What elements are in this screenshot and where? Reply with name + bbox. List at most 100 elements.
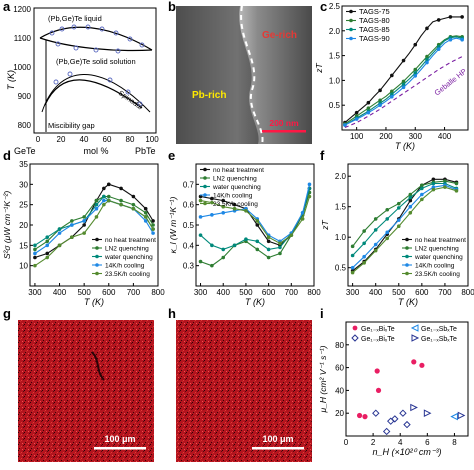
data-point bbox=[94, 198, 99, 203]
data-point bbox=[45, 239, 50, 244]
data-point bbox=[102, 194, 106, 199]
phase-point bbox=[115, 48, 121, 54]
data-point bbox=[382, 427, 391, 436]
legend-label: LN2 quenching bbox=[213, 176, 257, 183]
data-point bbox=[82, 223, 86, 227]
data-point bbox=[403, 420, 411, 429]
data-point bbox=[396, 206, 401, 210]
x-tick-label: 700 bbox=[127, 288, 141, 297]
data-point bbox=[385, 236, 390, 241]
phase-point bbox=[55, 41, 61, 47]
data-point bbox=[372, 409, 380, 417]
data-point bbox=[390, 92, 394, 97]
data-point bbox=[33, 255, 37, 260]
phase-point bbox=[127, 36, 133, 42]
data-point bbox=[131, 206, 136, 211]
phase-point bbox=[71, 24, 77, 30]
legend-label: 23.5K/h cooling bbox=[415, 271, 460, 278]
scalebar-h-label: 100 μm bbox=[262, 434, 293, 444]
data-point bbox=[385, 207, 390, 212]
data-point bbox=[425, 54, 429, 59]
map-g-image bbox=[18, 320, 154, 462]
x-axis-label: T (K) bbox=[395, 141, 415, 151]
data-point bbox=[198, 233, 203, 237]
data-point bbox=[255, 247, 260, 252]
x-tick-label: 600 bbox=[415, 288, 429, 297]
y-tick-label: 35 bbox=[19, 160, 28, 169]
phase-point bbox=[49, 30, 55, 36]
data-point bbox=[362, 254, 366, 259]
data-point bbox=[350, 244, 355, 249]
data-point bbox=[143, 211, 148, 215]
solidus-curve bbox=[39, 37, 153, 52]
plot-frame bbox=[345, 321, 469, 437]
data-point bbox=[390, 73, 394, 78]
legend-label: TAGS-90 bbox=[359, 34, 390, 43]
x-tick-label: 4 bbox=[398, 438, 403, 447]
scalebar-b bbox=[262, 130, 306, 133]
phase-exp-points bbox=[49, 24, 145, 107]
x-tick-label: 500 bbox=[77, 288, 91, 297]
phase-point bbox=[113, 30, 119, 36]
y-tick-label: 60 bbox=[335, 364, 344, 373]
data-point bbox=[57, 231, 62, 235]
legend-marker bbox=[203, 201, 207, 206]
legend-marker bbox=[349, 27, 353, 32]
legend-label: 23.5K/h cooling bbox=[213, 201, 258, 208]
panel-letter-f: f bbox=[320, 148, 325, 163]
data-point bbox=[57, 227, 62, 231]
data-point bbox=[198, 198, 203, 203]
ge-rich-label: Ge-rich bbox=[262, 30, 297, 41]
data-point bbox=[151, 219, 155, 223]
chart-e: 300 400 500 600 700 800 0.3 0.4 0.5 0.6 0.7 T (K) κ_… bbox=[168, 163, 321, 307]
data-point bbox=[198, 215, 203, 219]
data-point bbox=[420, 186, 424, 191]
phase-point bbox=[53, 79, 59, 85]
data-point bbox=[244, 208, 248, 213]
data-point bbox=[408, 204, 413, 209]
data-point bbox=[425, 57, 429, 62]
data-point bbox=[106, 182, 111, 187]
data-point bbox=[431, 187, 436, 192]
legend-label: TAGS-80 bbox=[359, 16, 390, 25]
legend-label: water quenching bbox=[414, 254, 463, 261]
data-point bbox=[366, 106, 371, 110]
data-point bbox=[45, 235, 50, 239]
y-axis-label: S²σ (μW cm⁻¹K⁻²) bbox=[2, 191, 12, 259]
data-point bbox=[131, 202, 136, 207]
panel-letter-a: a bbox=[3, 0, 11, 14]
data-point bbox=[401, 82, 406, 87]
data-point bbox=[221, 198, 226, 203]
x-tick-label: 0 bbox=[344, 438, 349, 447]
data-point bbox=[366, 100, 371, 105]
data-point bbox=[232, 202, 237, 207]
phase-y-tick: 1000 bbox=[13, 63, 31, 72]
y-tick-label: 2.0 bbox=[335, 172, 347, 181]
chart-d: 300 400 500 600 700 800 10 15 20 25 30 35 T (K) S²σ (… bbox=[2, 160, 165, 307]
x-tick-label: 400 bbox=[369, 288, 383, 297]
legend-marker bbox=[405, 254, 409, 259]
data-point bbox=[373, 228, 378, 232]
legend-marker bbox=[95, 263, 99, 267]
data-point bbox=[420, 197, 424, 202]
data-point bbox=[420, 192, 424, 197]
data-point bbox=[413, 71, 418, 75]
data-point bbox=[266, 239, 271, 244]
data-point bbox=[70, 223, 74, 227]
data-point bbox=[350, 253, 355, 258]
data-point bbox=[373, 242, 378, 247]
panel-letter-g: g bbox=[3, 306, 11, 321]
data-point bbox=[210, 196, 214, 201]
data-point bbox=[210, 243, 214, 248]
data-point bbox=[373, 217, 378, 221]
map-g: 100 μm bbox=[18, 320, 154, 462]
data-point bbox=[431, 177, 436, 182]
legend-marker bbox=[405, 263, 409, 267]
series-line bbox=[352, 182, 457, 256]
data-point bbox=[119, 186, 123, 191]
data-point bbox=[232, 206, 237, 211]
data-point bbox=[401, 58, 406, 63]
series-line bbox=[34, 195, 154, 250]
map-g-feature bbox=[91, 351, 105, 381]
phase-point bbox=[73, 45, 79, 51]
